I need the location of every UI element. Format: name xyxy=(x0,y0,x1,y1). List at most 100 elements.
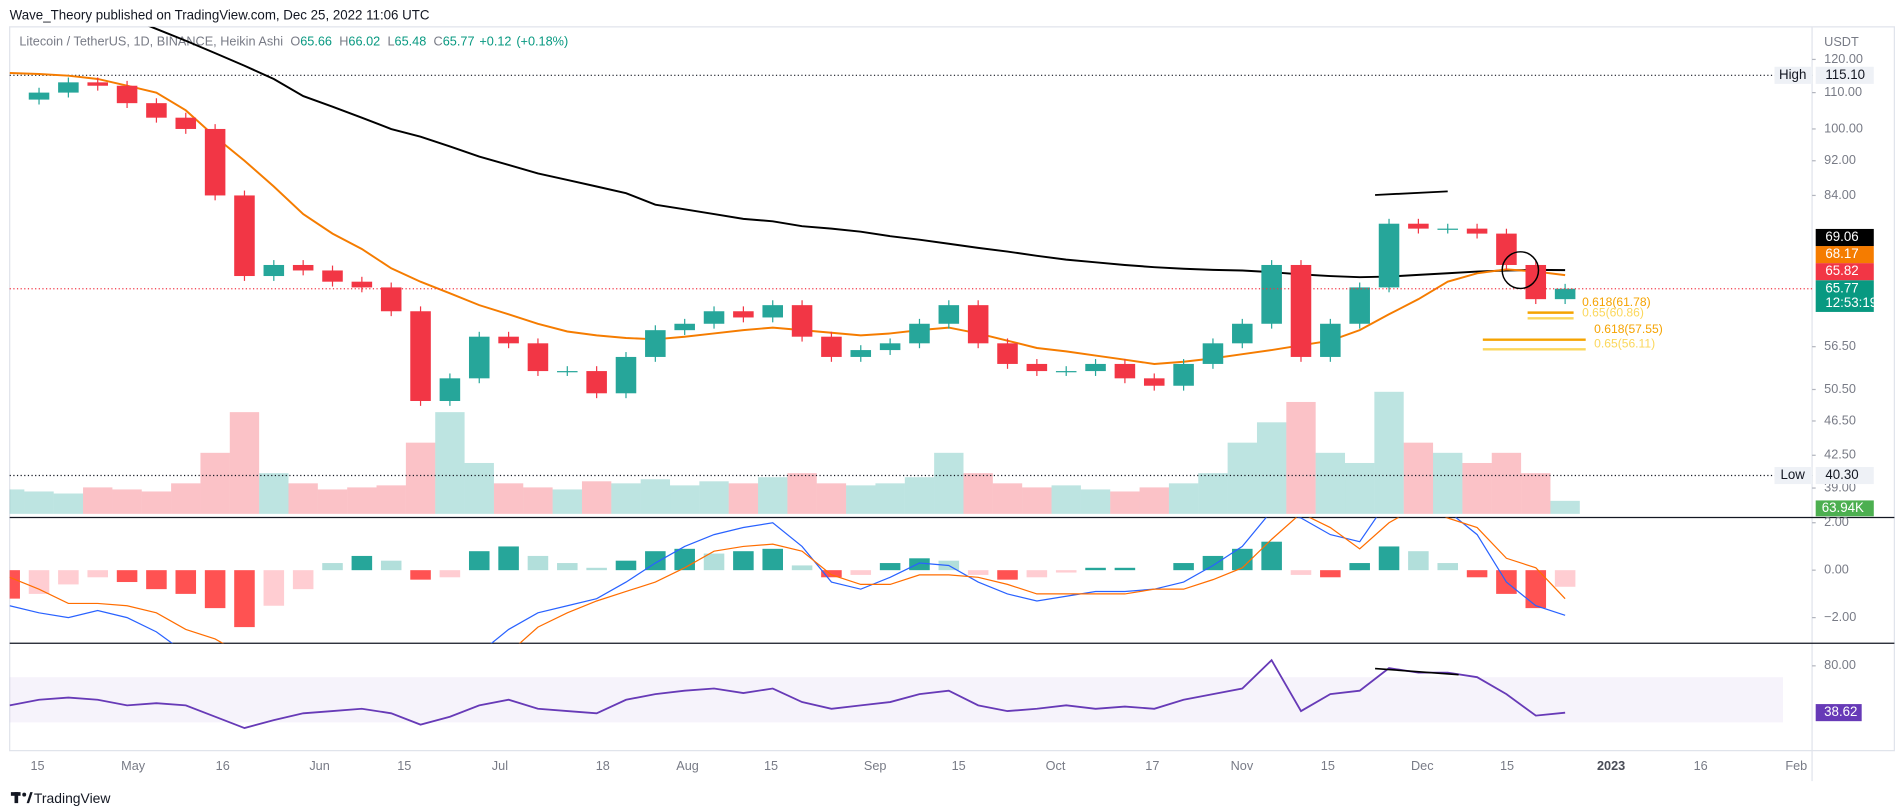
macd-bar xyxy=(733,551,754,571)
level-label: Low xyxy=(1780,467,1805,482)
price-tag xyxy=(1815,280,1874,312)
candle-body xyxy=(322,270,343,282)
rsi-tag xyxy=(1815,704,1862,722)
level-label-box xyxy=(1774,466,1813,485)
volume-bar xyxy=(1462,462,1492,514)
rsi-pane xyxy=(9,658,1784,730)
candle-body xyxy=(1085,363,1106,372)
change-pct: (+0.18%) xyxy=(516,34,568,49)
candle-body xyxy=(468,336,490,379)
volume-bar xyxy=(699,481,729,514)
volume-bar xyxy=(963,473,993,514)
x-tick-label: Sep xyxy=(864,758,887,773)
macd-bar xyxy=(146,570,167,590)
volume-bar xyxy=(728,483,759,514)
volume-bar xyxy=(1168,483,1199,514)
level-label-box xyxy=(1774,66,1813,84)
y-tick-label: 120.00 xyxy=(1824,51,1863,66)
candle-body xyxy=(204,128,226,196)
macd-bar xyxy=(1114,567,1136,571)
logo-dot xyxy=(22,792,27,797)
volume-bar xyxy=(317,489,348,514)
candle-body xyxy=(1114,363,1136,379)
fib-label: 0.618(57.55) xyxy=(1594,322,1663,336)
x-tick-label: Jun xyxy=(309,758,329,773)
volume-bar xyxy=(1286,401,1316,514)
fib-label: 0.65(60.86) xyxy=(1582,306,1644,320)
y-tick-label: 84.00 xyxy=(1824,187,1856,202)
price-tag-label: 65.82 xyxy=(1825,263,1858,278)
macd-bar xyxy=(175,570,197,594)
macd-bar xyxy=(879,563,901,571)
frame xyxy=(9,26,1895,752)
macd-bar xyxy=(1202,555,1224,571)
candle-body xyxy=(645,330,666,357)
price-tag-label: 69.06 xyxy=(1825,229,1858,244)
volume-bar xyxy=(1256,422,1287,514)
price-tag xyxy=(1815,228,1874,247)
candle-body xyxy=(116,85,138,104)
macd-tick-label: −2.00 xyxy=(1824,609,1856,624)
volume xyxy=(9,391,1580,514)
candle-body xyxy=(938,305,960,324)
volume-bar xyxy=(1521,473,1551,514)
signal-line xyxy=(9,517,1566,644)
level-value-box xyxy=(1815,66,1874,84)
macd-bar xyxy=(1349,563,1370,571)
level-value-box xyxy=(1815,466,1874,485)
macd-bar xyxy=(204,570,226,609)
volume-bar xyxy=(611,483,641,514)
candle-body xyxy=(527,343,549,372)
ohlc-label: H xyxy=(339,34,348,49)
macd-bar xyxy=(498,546,519,571)
volume-bar xyxy=(229,412,260,514)
macd-bar xyxy=(909,558,930,571)
price-tag xyxy=(1815,246,1874,264)
candle-body xyxy=(1554,288,1576,300)
x-tick-label: Feb xyxy=(1785,758,1807,773)
candle-body xyxy=(879,343,901,351)
volume-bar xyxy=(376,485,406,514)
ohlc-label: O xyxy=(290,34,300,49)
ohlc-label: C xyxy=(434,34,443,49)
macd-bar xyxy=(703,553,725,571)
macd-bar xyxy=(997,570,1018,580)
x-tick-label: May xyxy=(121,758,146,773)
candle-body xyxy=(263,264,285,277)
candle-body xyxy=(380,287,402,312)
macd-bar xyxy=(821,570,842,578)
candle-body xyxy=(821,336,842,357)
candle-body xyxy=(674,323,695,331)
volume-bar xyxy=(846,485,876,514)
candle-body xyxy=(87,82,108,86)
rsi-tag-label: 38.62 xyxy=(1824,704,1857,719)
volume-bar xyxy=(112,489,142,514)
x-tick-label: 16 xyxy=(1694,758,1708,773)
candle-body xyxy=(410,311,431,401)
macd-bar xyxy=(410,570,431,580)
volume-bar xyxy=(816,483,847,514)
volume-bar xyxy=(141,491,172,514)
candle-body xyxy=(733,311,754,318)
macd-bar xyxy=(1437,563,1459,571)
candle-body xyxy=(498,336,519,344)
logo-stem xyxy=(14,792,19,804)
macd-bar xyxy=(967,570,989,575)
trendline xyxy=(1375,190,1448,196)
macd-bar xyxy=(58,570,79,585)
logo-slash xyxy=(26,792,33,804)
volume-bar xyxy=(171,483,201,514)
volume-bar xyxy=(1198,473,1228,514)
candle-body xyxy=(1173,363,1194,386)
published-line: Wave_Theory published on TradingView.com… xyxy=(10,7,430,22)
candle-body xyxy=(1202,343,1224,364)
x-tick-label: Dec xyxy=(1411,758,1434,773)
x-tick-label: 15 xyxy=(30,758,44,773)
candle-body xyxy=(1349,287,1370,324)
candle-body xyxy=(1055,371,1077,373)
y-tick-label: 46.50 xyxy=(1824,412,1856,427)
volume-bar xyxy=(552,489,582,514)
candle-body xyxy=(586,371,607,394)
level-value: 40.30 xyxy=(1825,467,1858,482)
